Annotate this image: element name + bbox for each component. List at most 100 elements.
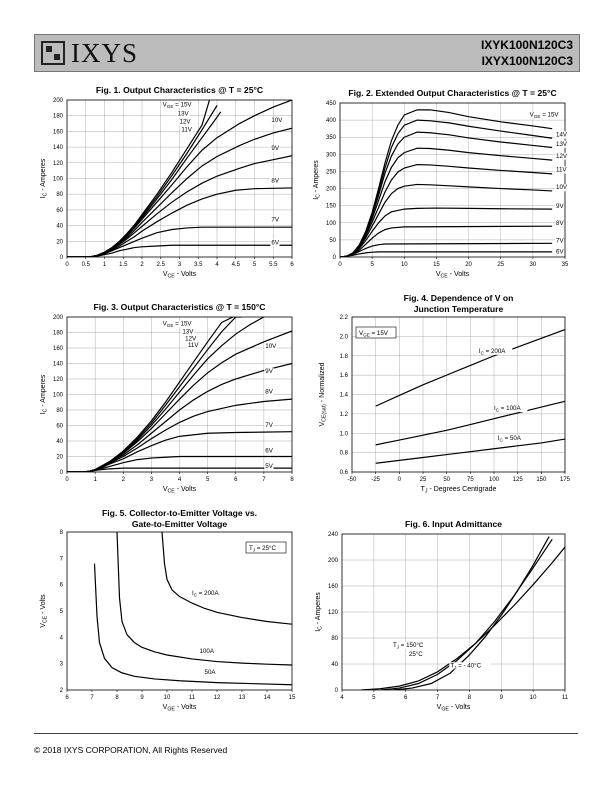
fig3-label-bg	[264, 367, 274, 375]
fig3-ytick-label: 80	[56, 408, 63, 414]
fig3-curve-label-9: 5V	[265, 463, 273, 470]
fig2-ytick-label: 50	[329, 238, 336, 244]
fig1-ytick-label: 140	[53, 145, 64, 151]
fig5-label-bg	[191, 590, 226, 598]
fig4-ytick-label: 1.8	[340, 354, 349, 360]
fig1-ytick-label: 20	[56, 239, 63, 245]
fig2-series-line-3	[340, 147, 553, 257]
fig1-ytick-label: 40	[56, 224, 63, 230]
fig1-ytick-label: 60	[56, 208, 63, 214]
fig2-xtick-label: 20	[465, 262, 472, 268]
fig5-curve-label-2: 50A	[205, 669, 217, 676]
fig3-series-line-8	[67, 467, 292, 472]
fig2-ytick-label: 200	[326, 187, 337, 193]
fig2-curve-label-5: 10V	[556, 184, 568, 191]
fig4-x-axis-label: TJ - Degrees Centigrade	[421, 486, 497, 495]
fig2-curve-label-9: 6V	[556, 249, 564, 256]
fig5-series-line-2	[93, 563, 292, 686]
fig6-plot-frame	[341, 533, 566, 691]
fig1-xtick-label: 4.5	[232, 262, 241, 268]
ixys-logo-icon	[41, 41, 65, 65]
fig2-x-axis-label: VCE - Volts	[436, 271, 470, 280]
fig1-xtick-label: 3.5	[194, 262, 203, 268]
fig5-y-axis-label: VCE - Volts	[40, 594, 49, 628]
fig6-xtick-label: 7	[436, 695, 440, 701]
fig2-xtick-label: 25	[497, 262, 504, 268]
fig3-ytick-label: 140	[53, 362, 64, 368]
fig2-label-bg	[555, 248, 565, 256]
fig1-x-axis-label: VCE - Volts	[163, 271, 197, 280]
fig3-title: Fig. 3. Output Characteristics @ TJ = 15…	[93, 302, 265, 312]
fig1-xtick-label: 3	[178, 262, 182, 268]
fig2-ytick-label: 0	[333, 255, 337, 261]
fig6-xtick-label: 9	[500, 695, 504, 701]
fig1-series-line-8	[67, 244, 292, 257]
fig5-xtick-label: 10	[164, 695, 171, 701]
fig2-ytick-label: 300	[326, 152, 337, 158]
fig3-y-axis-label: IC - Amperes	[40, 374, 49, 414]
fig2-xtick-label: 10	[401, 262, 408, 268]
fig2-curve-label-4: 11V	[556, 166, 567, 173]
fig3-label-bg	[184, 335, 197, 343]
fig4-plot-frame	[351, 316, 566, 473]
fig5-ytick-label: 6	[60, 583, 64, 589]
fig2-label-bg	[555, 140, 568, 148]
fig4-xtick-label: 150	[536, 477, 547, 483]
fig3-ytick-label: 20	[56, 455, 63, 461]
fig2-series-line-8	[340, 242, 553, 257]
fig5-condition-box	[245, 541, 287, 554]
fig4-series-line-2	[375, 438, 565, 464]
fig1-xtick-label: 1.5	[119, 262, 128, 268]
fig2-xtick-label: 5	[370, 262, 374, 268]
fig1-ytick-label: 180	[53, 114, 64, 120]
fig3-xtick-label: 2	[122, 477, 126, 483]
part-number-1: IXYK100N120C3	[480, 38, 573, 52]
fig3-curve-label-3: 11V	[188, 342, 199, 349]
fig5-ytick-label: 8	[60, 530, 64, 536]
fig6-series-line-0	[361, 546, 565, 690]
fig1-label-bg	[270, 116, 284, 124]
fig1-xtick-label: 5.5	[269, 262, 278, 268]
fig5-ytick-label: 7	[60, 556, 64, 562]
fig6-ytick-label: 160	[328, 584, 339, 590]
fig6-ytick-label: 120	[328, 610, 339, 616]
fig1-curve-label-3: 11V	[181, 126, 192, 133]
fig3-xtick-label: 6	[234, 477, 238, 483]
fig4-title: Fig. 4. Dependence of VCE(sat) on	[404, 293, 514, 303]
fig1-series-line-4	[67, 127, 292, 257]
fig1-curve-label-4: 10V	[271, 117, 283, 124]
fig1-ytick-label: 160	[53, 129, 64, 135]
fig4-ytick-label: 1.4	[340, 393, 349, 399]
fig3-xtick-label: 7	[262, 477, 266, 483]
fig5-ytick-label: 4	[60, 635, 64, 641]
fig3-ytick-label: 40	[56, 439, 63, 445]
copyright-footer: © 2018 IXYS CORPORATION, All Rights Rese…	[34, 745, 228, 755]
fig2-ytick-label: 100	[326, 221, 337, 227]
fig2-series-line-6	[340, 207, 553, 257]
fig5-curve-label-1: 100A	[200, 648, 215, 655]
fig1-title: Fig. 1. Output Characteristics @ TJ = 25…	[96, 85, 263, 95]
fig2-curve-label-0: VGE = 15V	[530, 112, 560, 120]
fig3-xtick-label: 3	[150, 477, 154, 483]
fig2-label-bg	[555, 152, 568, 160]
fig3-label-bg	[264, 343, 278, 350]
fig2-xtick-label: 35	[562, 262, 569, 268]
fig5-xtick-label: 9	[140, 695, 144, 701]
fig6-ytick-label: 80	[331, 636, 338, 642]
fig6-chart: Fig. 6. Input Admittance 4 5 6 7 8 9 10 11 0 40 80 1…	[315, 519, 569, 713]
fig5-condition-label: TJ = 25°C	[249, 545, 277, 553]
fig5-title-line2: Gate-to-Emitter Voltage	[132, 519, 228, 529]
fig2-y-axis-label: IC - Amperes	[313, 160, 322, 200]
fig4-curve-label-1: IC = 100A	[494, 405, 521, 413]
fig6-label-bg	[407, 651, 425, 659]
fig4-ytick-label: 0.6	[340, 470, 349, 476]
fig3-ytick-label: 200	[53, 315, 64, 321]
fig6-xtick-label: 6	[404, 695, 408, 701]
fig3-curve-label-5: 9V	[265, 368, 273, 375]
fig1-ytick-label: 120	[53, 161, 64, 167]
fig2-ytick-label: 250	[326, 169, 337, 175]
fig3-ytick-label: 100	[53, 393, 64, 399]
fig4-curve-label-2: IC = 50A	[498, 435, 522, 443]
fig5-ytick-label: 3	[60, 662, 64, 668]
